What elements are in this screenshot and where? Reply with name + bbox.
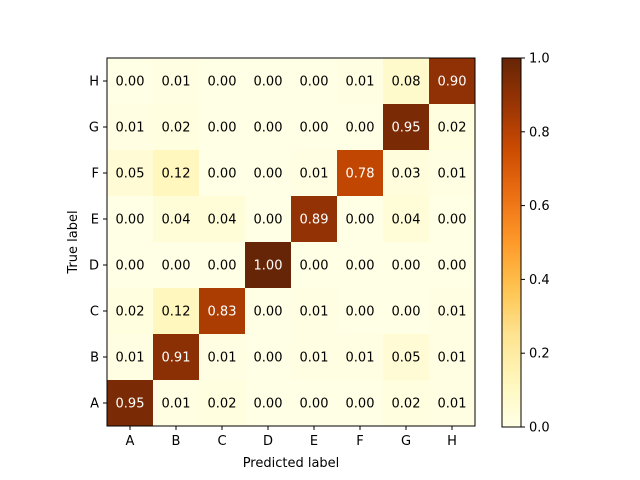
cell-value-label: 0.00: [208, 121, 237, 136]
cell-value-label: 0.00: [208, 167, 237, 182]
cell-value-label: 0.01: [162, 397, 191, 412]
cell-value-label: 0.00: [208, 75, 237, 90]
cell-value-label: 0.95: [116, 397, 145, 412]
colorbar-tick-label: 0.6: [529, 199, 550, 214]
cell-value-label: 0.02: [208, 397, 237, 412]
y-tick-label: A: [90, 397, 99, 412]
cell-value-label: 0.89: [300, 213, 329, 228]
cell-value-label: 1.00: [254, 259, 283, 274]
y-tick-label: C: [90, 305, 99, 320]
cell-value-label: 0.90: [438, 75, 467, 90]
cell-value-label: 0.01: [300, 305, 329, 320]
cell-value-label: 0.05: [116, 167, 145, 182]
x-tick-label: F: [356, 434, 363, 449]
colorbar-tick-label: 0.2: [529, 347, 550, 362]
cell-value-label: 0.00: [346, 121, 375, 136]
colorbar-ticks: 0.0 0.2 0.4 0.6 0.8 1.0: [521, 52, 550, 436]
cell-value-label: 0.00: [346, 397, 375, 412]
cell-value-label: 0.00: [300, 121, 329, 136]
cell-value-label: 0.00: [254, 213, 283, 228]
cell-value-label: 0.04: [392, 213, 421, 228]
cell-value-label: 0.00: [438, 259, 467, 274]
cell-value-label: 0.01: [438, 397, 467, 412]
x-tick-label: D: [263, 434, 273, 449]
colorbar-tick-label: 0.0: [529, 421, 550, 436]
cell-value-label: 0.00: [300, 75, 329, 90]
cell-value-label: 0.00: [346, 305, 375, 320]
cell-value-label: 0.00: [346, 213, 375, 228]
cell-value-label: 0.05: [392, 351, 421, 366]
cell-value-label: 0.01: [438, 351, 467, 366]
cell-value-label: 0.00: [162, 259, 191, 274]
cell-value-label: 0.83: [208, 305, 237, 320]
heatmap-cells: [107, 58, 475, 426]
cell-value-label: 0.01: [346, 75, 375, 90]
cell-value-label: 0.00: [300, 397, 329, 412]
cell-value-label: 0.00: [208, 259, 237, 274]
cell-value-label: 0.01: [438, 167, 467, 182]
y-tick-label: D: [89, 259, 99, 274]
y-axis: A B C D E F G H: [89, 75, 107, 412]
cell-value-label: 0.00: [116, 213, 145, 228]
cell-value-label: 0.00: [254, 121, 283, 136]
x-tick-label: G: [401, 434, 411, 449]
y-axis-title: True label: [66, 210, 81, 274]
cell-value-label: 0.00: [254, 167, 283, 182]
cell-value-label: 0.00: [438, 213, 467, 228]
cell-value-label: 0.00: [346, 259, 375, 274]
cell-value-label: 0.12: [162, 167, 191, 182]
cell-value-label: 0.00: [254, 75, 283, 90]
cell-value-label: 0.01: [162, 75, 191, 90]
x-tick-label: E: [310, 434, 318, 449]
x-axis-title: Predicted label: [243, 456, 340, 471]
colorbar-tick-label: 0.8: [529, 125, 550, 140]
cell-value-label: 0.02: [392, 397, 421, 412]
cell-value-label: 0.00: [254, 351, 283, 366]
cell-value-label: 0.00: [254, 305, 283, 320]
cell-value-label: 0.91: [162, 351, 191, 366]
y-tick-label: H: [89, 75, 99, 90]
x-tick-label: B: [172, 434, 181, 449]
y-tick-label: F: [92, 167, 99, 182]
x-tick-label: C: [217, 434, 226, 449]
y-tick-label: B: [90, 351, 99, 366]
cell-value-label: 0.78: [346, 167, 375, 182]
cell-value-label: 0.01: [438, 305, 467, 320]
x-tick-label: A: [126, 434, 135, 449]
cell-value-label: 0.02: [116, 305, 145, 320]
cell-value-label: 0.01: [208, 351, 237, 366]
cell-value-label: 0.01: [300, 167, 329, 182]
colorbar: [502, 58, 521, 427]
cell-value-label: 0.12: [162, 305, 191, 320]
colorbar-tick-label: 1.0: [529, 52, 550, 67]
cell-value-label: 0.00: [392, 305, 421, 320]
cell-value-label: 0.95: [392, 121, 421, 136]
cell-value-label: 0.02: [162, 121, 191, 136]
cell-value-label: 0.00: [392, 259, 421, 274]
cell-value-label: 0.01: [346, 351, 375, 366]
y-tick-label: G: [89, 121, 99, 136]
cell-value-label: 0.03: [392, 167, 421, 182]
cell-value-label: 0.00: [116, 75, 145, 90]
cell-value-label: 0.00: [254, 397, 283, 412]
cell-value-label: 0.04: [208, 213, 237, 228]
cell-value-label: 0.00: [300, 259, 329, 274]
y-tick-label: E: [91, 213, 99, 228]
cell-value-label: 0.01: [300, 351, 329, 366]
x-tick-label: H: [447, 434, 457, 449]
cell-value-label: 0.02: [438, 121, 467, 136]
cell-value-label: 0.04: [162, 213, 191, 228]
cell-value-label: 0.08: [392, 75, 421, 90]
x-axis: A B C D E F G H: [126, 426, 457, 449]
cell-value-label: 0.01: [116, 121, 145, 136]
colorbar-tick-label: 0.4: [529, 273, 550, 288]
cell-value-label: 0.00: [116, 259, 145, 274]
cell-value-label: 0.01: [116, 351, 145, 366]
